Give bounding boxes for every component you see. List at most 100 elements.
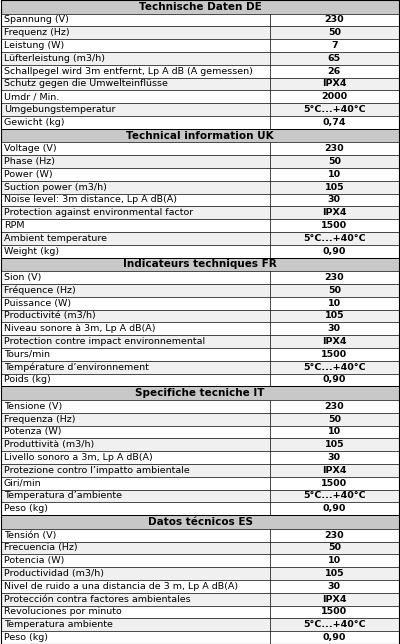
Bar: [1, 284, 399, 297]
Text: 230: 230: [324, 531, 344, 540]
Text: 50: 50: [328, 157, 341, 166]
Bar: [1, 567, 399, 580]
Text: 1500: 1500: [321, 607, 347, 616]
Text: 10: 10: [328, 556, 341, 565]
Text: 30: 30: [328, 195, 341, 204]
Text: Technische Daten DE: Technische Daten DE: [139, 2, 261, 12]
Text: Livello sonoro a 3m, Lp A dB(A): Livello sonoro a 3m, Lp A dB(A): [4, 453, 153, 462]
Bar: [1, 129, 399, 142]
Bar: [1, 592, 399, 605]
Text: Nivel de ruido a una distancia de 3 m, Lp A dB(A): Nivel de ruido a una distancia de 3 m, L…: [4, 582, 238, 591]
Text: Power (W): Power (W): [4, 170, 53, 179]
Text: Fréquence (Hz): Fréquence (Hz): [4, 285, 76, 295]
Bar: [1, 232, 399, 245]
Text: Peso (kg): Peso (kg): [4, 633, 48, 642]
Bar: [1, 580, 399, 592]
Bar: [1, 554, 399, 567]
Bar: [1, 155, 399, 168]
Text: 5°C...+40°C: 5°C...+40°C: [303, 491, 366, 500]
Text: Gewicht (kg): Gewicht (kg): [4, 118, 64, 127]
Bar: [1, 206, 399, 219]
Bar: [1, 39, 399, 52]
Text: Noise level: 3m distance, Lp A dB(A): Noise level: 3m distance, Lp A dB(A): [4, 195, 177, 204]
Bar: [1, 386, 399, 400]
Bar: [1, 451, 399, 464]
Text: 1500: 1500: [321, 221, 347, 230]
Text: Productividad (m3/h): Productividad (m3/h): [4, 569, 104, 578]
Text: Umdr / Min.: Umdr / Min.: [4, 92, 59, 101]
Bar: [1, 502, 399, 515]
Text: Technical information UK: Technical information UK: [126, 131, 274, 140]
Text: 30: 30: [328, 324, 341, 333]
Text: Protección contra factores ambientales: Protección contra factores ambientales: [4, 594, 191, 603]
Bar: [1, 181, 399, 194]
Text: Suction power (m3/h): Suction power (m3/h): [4, 183, 107, 192]
Text: 50: 50: [328, 415, 341, 424]
Bar: [1, 348, 399, 361]
Text: Lüfterleistung (m3/h): Lüfterleistung (m3/h): [4, 54, 105, 63]
Text: 30: 30: [328, 582, 341, 591]
Text: Sion (V): Sion (V): [4, 273, 41, 282]
Text: Spannung (V): Spannung (V): [4, 15, 69, 24]
Text: 1500: 1500: [321, 478, 347, 488]
Bar: [1, 103, 399, 116]
Text: 0,90: 0,90: [323, 375, 346, 384]
Text: Poids (kg): Poids (kg): [4, 375, 51, 384]
Text: 105: 105: [324, 312, 344, 321]
Text: 0,90: 0,90: [323, 504, 346, 513]
Bar: [1, 65, 399, 77]
Text: Voltage (V): Voltage (V): [4, 144, 57, 153]
Text: 65: 65: [328, 54, 341, 63]
Bar: [1, 245, 399, 258]
Bar: [1, 0, 399, 14]
Text: 10: 10: [328, 299, 341, 308]
Text: Temperatura d’ambiente: Temperatura d’ambiente: [4, 491, 122, 500]
Bar: [1, 631, 399, 644]
Text: 5°C...+40°C: 5°C...+40°C: [303, 234, 366, 243]
Bar: [1, 90, 399, 103]
Bar: [1, 477, 399, 489]
Text: Schutz gegen die Umwelteinflüsse: Schutz gegen die Umwelteinflüsse: [4, 79, 168, 88]
Text: Peso (kg): Peso (kg): [4, 504, 48, 513]
Bar: [1, 618, 399, 631]
Bar: [1, 439, 399, 451]
Bar: [1, 26, 399, 39]
Text: Tensione (V): Tensione (V): [4, 402, 62, 411]
Bar: [1, 14, 399, 26]
Text: Température d’environnement: Température d’environnement: [4, 363, 149, 372]
Text: IPX4: IPX4: [322, 466, 346, 475]
Bar: [1, 310, 399, 323]
Text: 105: 105: [324, 440, 344, 450]
Text: IPX4: IPX4: [322, 337, 346, 346]
Text: Frequenz (Hz): Frequenz (Hz): [4, 28, 70, 37]
Bar: [1, 361, 399, 374]
Bar: [1, 271, 399, 284]
Bar: [1, 297, 399, 310]
Text: Indicateurs techniques FR: Indicateurs techniques FR: [123, 260, 277, 269]
Bar: [1, 529, 399, 542]
Text: Produttività (m3/h): Produttività (m3/h): [4, 440, 94, 450]
Text: 50: 50: [328, 544, 341, 553]
Text: Potenza (W): Potenza (W): [4, 428, 62, 437]
Text: Protection contre impact environnemental: Protection contre impact environnemental: [4, 337, 205, 346]
Text: 105: 105: [324, 569, 344, 578]
Bar: [1, 194, 399, 206]
Bar: [1, 515, 399, 529]
Text: 230: 230: [324, 15, 344, 24]
Text: 0,74: 0,74: [322, 118, 346, 127]
Text: 5°C...+40°C: 5°C...+40°C: [303, 620, 366, 629]
Bar: [1, 464, 399, 477]
Text: 230: 230: [324, 273, 344, 282]
Bar: [1, 426, 399, 439]
Text: Leistung (W): Leistung (W): [4, 41, 64, 50]
Bar: [1, 142, 399, 155]
Bar: [1, 219, 399, 232]
Text: Datos técnicos ES: Datos técnicos ES: [148, 517, 252, 527]
Bar: [1, 400, 399, 413]
Text: Tensión (V): Tensión (V): [4, 531, 56, 540]
Bar: [1, 77, 399, 90]
Bar: [1, 168, 399, 181]
Text: 5°C...+40°C: 5°C...+40°C: [303, 363, 366, 372]
Text: Umgebungstemperatur: Umgebungstemperatur: [4, 105, 116, 114]
Text: IPX4: IPX4: [322, 79, 346, 88]
